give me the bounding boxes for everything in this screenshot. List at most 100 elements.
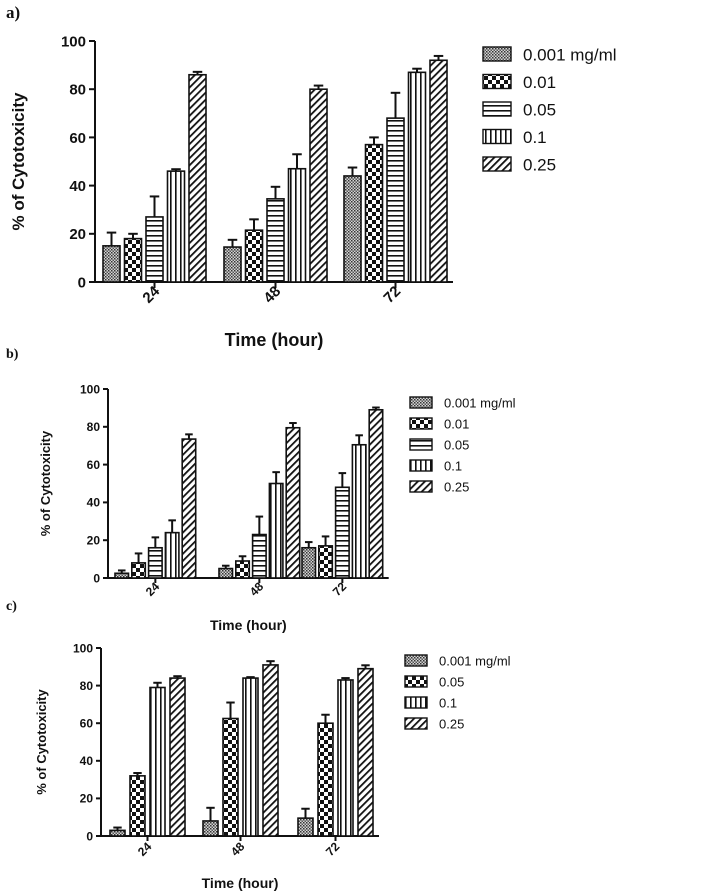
legend-swatch <box>404 717 428 730</box>
y-tick-label: 20 <box>69 226 86 243</box>
legend-swatch <box>482 101 512 117</box>
y-tick-label: 80 <box>80 679 94 693</box>
bar-48h-series-3 <box>251 533 267 579</box>
legend: 0.001 mg/ml 0.05 0.1 0.25 <box>404 653 511 731</box>
bar-24h-series-2 <box>129 775 146 837</box>
legend-swatch <box>409 396 433 409</box>
legend-swatch <box>482 46 512 62</box>
bar-24h-series-2 <box>123 237 143 283</box>
y-tick-label: 60 <box>80 717 94 731</box>
bar-48h-series-5 <box>285 426 301 579</box>
legend-entry: 0.05 <box>444 437 469 452</box>
legend-entry: 0.01 <box>523 73 556 92</box>
bar-24h-series-4 <box>166 170 186 283</box>
bar-72h-series-1 <box>301 546 317 579</box>
legend-entry: 0.01 <box>444 416 469 431</box>
legend-swatch <box>404 654 428 667</box>
bar-72h-series-3 <box>386 117 405 283</box>
bar-48h-series-1 <box>218 567 234 579</box>
chart-panel-a: a) 0 20 40 60 80 100 % of Cytotoxicity 24 48 72 Tim… <box>6 3 617 350</box>
bar-72h-series-1 <box>297 817 314 837</box>
legend-swatch <box>409 480 433 493</box>
bar-48h-series-1 <box>202 820 219 837</box>
y-tick-label: 0 <box>86 829 93 843</box>
legend: 0.001 mg/ml 0.01 0.05 0.1 0.25 <box>409 395 516 494</box>
bar-24h-series-2 <box>131 562 147 579</box>
bar-48h-series-3 <box>266 198 285 283</box>
x-axis-title: Time (hour) <box>210 617 287 633</box>
x-tick-label: 72 <box>380 283 404 307</box>
legend-swatch <box>404 675 428 688</box>
legend-swatch <box>482 128 512 145</box>
panel-label: c) <box>6 599 17 614</box>
panel-label: a) <box>6 3 20 22</box>
legend: 0.001 mg/ml 0.01 0.05 0.1 0.25 <box>482 45 617 174</box>
legend-swatch <box>409 438 433 451</box>
bar-72h-series-3 <box>334 486 350 579</box>
bar-24h-series-4 <box>164 531 180 579</box>
y-axis-title: % of Cytotoxicity <box>38 430 53 536</box>
bar-48h-series-2 <box>222 717 239 837</box>
y-tick-label: 60 <box>87 458 101 472</box>
y-tick-label: 80 <box>87 420 101 434</box>
legend-entry: 0.001 mg/ml <box>439 653 511 668</box>
legend-entry: 0.001 mg/ml <box>444 395 516 410</box>
bar-24h-series-1 <box>109 829 126 837</box>
y-tick-label: 100 <box>80 382 100 396</box>
bar-72h-series-1 <box>343 175 362 283</box>
bar-72h-series-2 <box>317 722 334 837</box>
x-tick-label: 24 <box>135 839 155 859</box>
chart-panel-b: b) 0 20 40 60 80 100 % of Cytotoxicity 24 48 72 Tim… <box>6 347 516 633</box>
bar-72h-series-3 <box>337 679 354 837</box>
legend-entry: 0.1 <box>439 695 457 710</box>
legend-entry: 0.1 <box>523 128 547 147</box>
y-tick-label: 40 <box>80 754 94 768</box>
x-axis-title: Time (hour) <box>225 330 324 350</box>
legend-entry: 0.1 <box>444 458 462 473</box>
bar-48h-series-4 <box>262 664 279 837</box>
bar-24h-series-3 <box>145 216 164 283</box>
x-tick-label: 24 <box>139 282 163 306</box>
bar-24h-series-1 <box>114 572 130 579</box>
y-tick-label: 20 <box>80 792 94 806</box>
y-tick-label: 100 <box>73 641 93 655</box>
bar-48h-series-4 <box>287 167 307 283</box>
bar-72h-series-2 <box>317 545 334 579</box>
bar-48h-series-4 <box>268 482 284 579</box>
legend-entry: 0.001 mg/ml <box>523 45 617 64</box>
legend-swatch <box>404 696 428 709</box>
bar-48h-series-2 <box>244 229 264 283</box>
bar-72h-series-4 <box>357 667 374 837</box>
bar-72h-series-2 <box>364 143 384 283</box>
bar-72h-series-4 <box>351 443 367 579</box>
x-tick-label: 72 <box>323 839 343 859</box>
bar-48h-series-3 <box>242 677 259 837</box>
y-tick-label: 0 <box>78 274 86 291</box>
x-tick-label: 24 <box>143 579 163 599</box>
bar-24h-series-3 <box>147 546 163 579</box>
panel-label: b) <box>6 347 19 362</box>
legend-swatch <box>409 417 433 430</box>
bar-48h-series-5 <box>309 88 328 283</box>
bar-24h-series-4 <box>169 677 186 837</box>
y-tick-label: 40 <box>69 178 86 195</box>
legend-entry: 0.25 <box>444 479 469 494</box>
y-axis-title: % of Cytotoxicity <box>9 92 28 230</box>
y-tick-label: 20 <box>87 534 101 548</box>
legend-entry: 0.25 <box>523 155 556 174</box>
bar-48h-series-2 <box>235 560 251 579</box>
bar-72h-series-5 <box>429 59 448 283</box>
y-axis-title: % of Cytotoxicity <box>34 689 49 795</box>
bar-24h-series-3 <box>149 686 166 837</box>
bar-24h-series-5 <box>181 438 197 579</box>
y-tick-label: 100 <box>61 33 86 50</box>
bar-72h-series-4 <box>407 71 427 283</box>
legend-swatch <box>482 73 512 90</box>
legend-swatch <box>482 156 512 172</box>
y-tick-label: 40 <box>87 496 101 510</box>
x-tick-label: 48 <box>260 283 284 307</box>
y-tick-label: 0 <box>93 571 100 585</box>
x-axis-title: Time (hour) <box>202 875 279 891</box>
bar-24h-series-1 <box>102 245 121 283</box>
